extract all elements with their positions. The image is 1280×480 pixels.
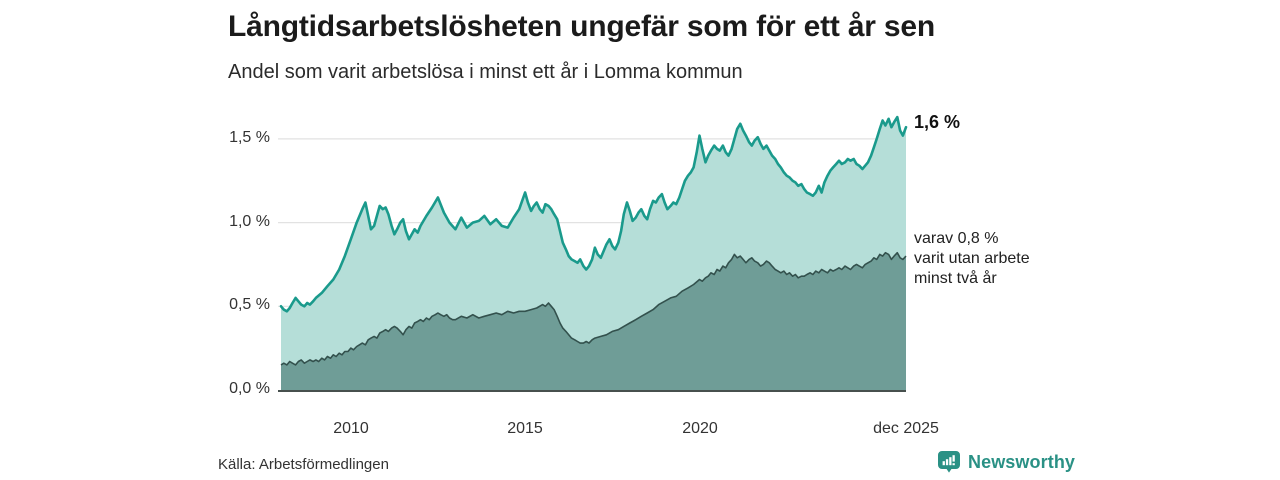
chart-title: Långtidsarbetslösheten ungefär som för e… (228, 10, 936, 43)
end-value-label-total: 1,6 % (914, 112, 961, 132)
x-tick-label: dec 2025 (873, 420, 939, 437)
line-total-unemployed (279, 115, 908, 313)
end-value-label-secondary: varav 0,8 % varit utan arbete minst två … (914, 229, 1030, 289)
y-tick-label: 1,5 % (229, 129, 270, 146)
line-two-plus-years (280, 251, 907, 366)
secondary-label-line2: varit utan arbete (914, 250, 1030, 267)
x-tick-label: 2015 (507, 420, 543, 437)
x-tick-label: 2010 (333, 420, 369, 437)
x-tick-label: 2020 (682, 420, 718, 437)
brand-logo: Newsworthy (937, 449, 1075, 475)
y-tick-label: 0,0 % (229, 380, 270, 397)
brand-wordmark: Newsworthy (968, 451, 1076, 472)
chart-subtitle: Andel som varit arbetslösa i minst ett å… (228, 61, 743, 83)
area-two-plus-years (281, 252, 906, 390)
y-tick-label: 1,0 % (229, 213, 270, 230)
secondary-label-line3: minst två år (914, 270, 997, 287)
source-attribution: Källa: Arbetsförmedlingen (218, 456, 389, 473)
secondary-label-line1: varav 0,8 % (914, 230, 999, 247)
y-tick-label: 0,5 % (229, 296, 270, 313)
newsworthy-bubble-chart-icon (938, 451, 960, 473)
